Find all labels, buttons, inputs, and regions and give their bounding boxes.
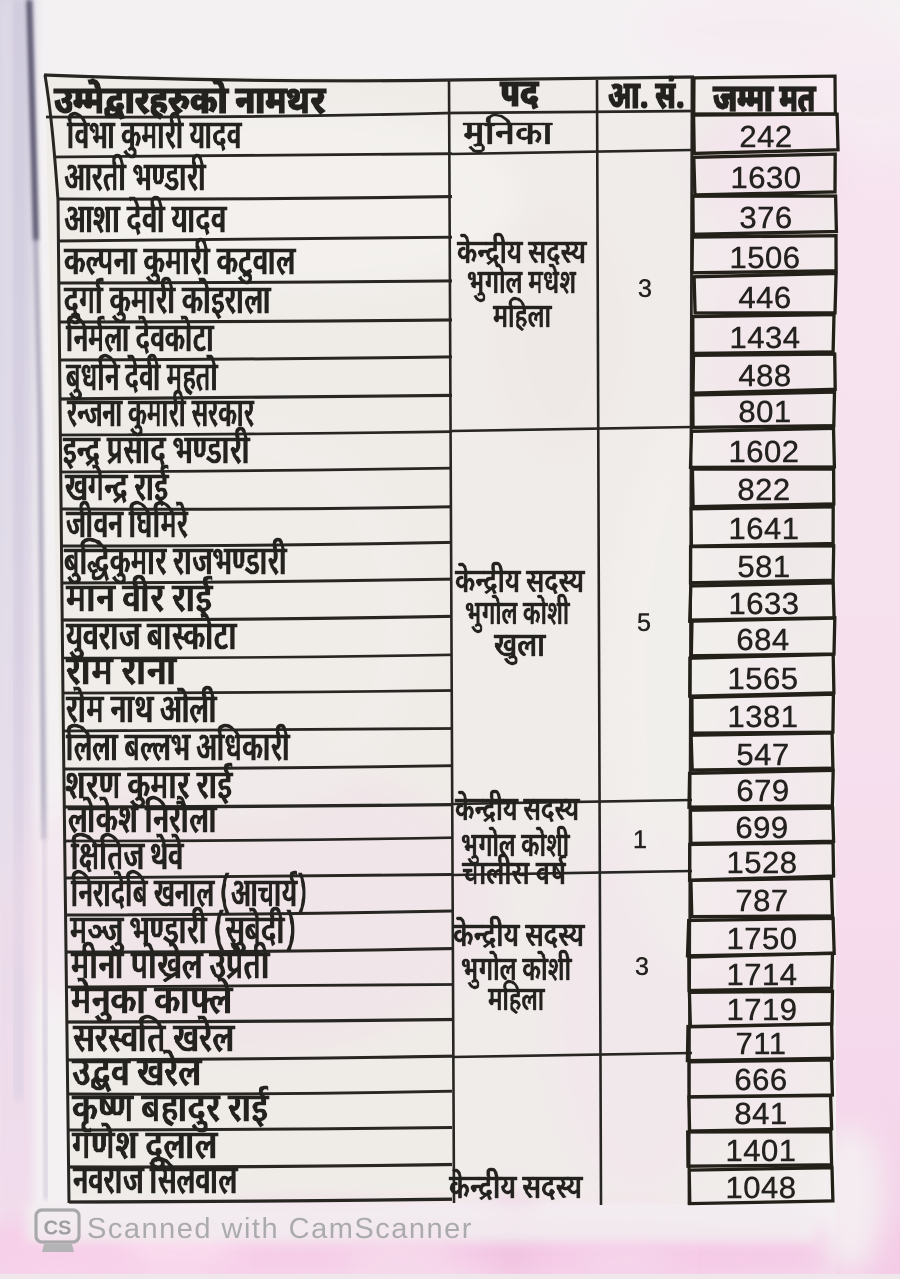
svg-text:3: 3 [635,953,649,981]
svg-text:679: 679 [736,773,789,808]
svg-text:1750: 1750 [727,921,798,956]
svg-text:1714: 1714 [727,957,798,992]
svg-text:547: 547 [736,737,789,772]
svg-text:1434: 1434 [730,320,801,355]
svg-text:1633: 1633 [729,586,800,621]
svg-text:1719: 1719 [727,992,798,1027]
svg-text:801: 801 [738,394,791,429]
svg-text:1381: 1381 [728,699,799,734]
svg-text:376: 376 [739,200,792,235]
svg-text:1565: 1565 [728,661,799,696]
svg-text:CS: CS [44,1218,72,1240]
svg-text:1528: 1528 [727,845,798,880]
svg-text:Scanned with CamScanner: Scanned with CamScanner [87,1213,473,1245]
svg-text:1: 1 [633,826,647,854]
svg-text:5: 5 [637,609,651,637]
svg-text:1602: 1602 [729,434,800,469]
svg-text:666: 666 [734,1062,787,1097]
svg-text:242: 242 [739,119,792,154]
svg-text:1506: 1506 [730,240,801,275]
svg-text:1630: 1630 [731,160,802,195]
svg-text:446: 446 [738,280,791,315]
svg-text:1401: 1401 [726,1133,797,1168]
svg-text:787: 787 [735,883,788,918]
svg-text:841: 841 [734,1096,787,1131]
svg-text:1641: 1641 [729,511,800,546]
svg-text:581: 581 [737,549,790,584]
svg-text:684: 684 [736,622,789,657]
svg-text:3: 3 [638,275,652,303]
svg-text:1048: 1048 [726,1170,797,1205]
svg-text:711: 711 [736,1026,787,1061]
svg-text:699: 699 [735,810,788,845]
svg-text:488: 488 [738,358,791,393]
svg-text:822: 822 [737,472,790,507]
